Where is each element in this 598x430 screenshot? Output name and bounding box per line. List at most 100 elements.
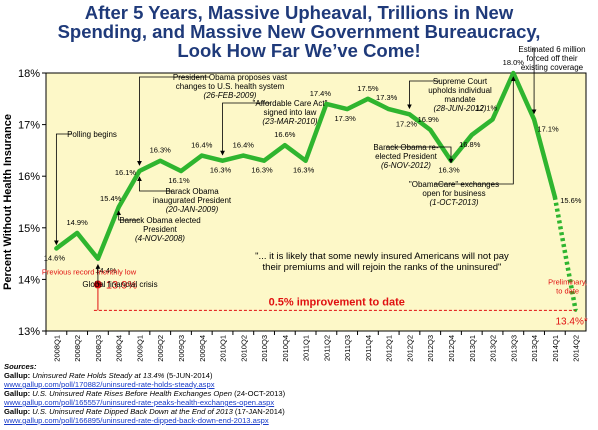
data-point xyxy=(137,169,141,173)
data-point xyxy=(491,117,495,121)
source-publisher: Gallup: xyxy=(4,407,31,416)
data-label: 16.1% xyxy=(115,168,137,177)
title-line-3: Look How Far We’ve Come! xyxy=(177,40,421,61)
source-publisher: Gallup: xyxy=(4,371,31,380)
x-tick-label: 2013Q4 xyxy=(530,335,539,362)
data-point xyxy=(54,246,58,250)
source-date: (17-JAN-2014) xyxy=(234,407,285,416)
annotation-arrow xyxy=(220,102,270,156)
data-label: 17.3% xyxy=(335,114,357,123)
annotation-text: (26-FEB-2009) xyxy=(204,91,257,100)
source-date: (5-JUN-2014) xyxy=(166,371,213,380)
improvement-label: 0.5% improvement to date xyxy=(269,296,405,308)
x-tick-label: 2013Q2 xyxy=(489,335,498,362)
data-label: 17.3% xyxy=(376,93,398,102)
data-label: 16.3% xyxy=(150,146,172,155)
data-point xyxy=(200,154,204,158)
data-label: 16.8% xyxy=(459,140,481,149)
x-tick-label: 2009Q1 xyxy=(135,335,144,362)
title-line-2: Spending, and Massive New Government Bur… xyxy=(57,21,541,42)
chart-title: After 5 Years, Massive Upheaval, Trillio… xyxy=(0,3,598,60)
data-label: 14.6% xyxy=(44,253,66,262)
annotation-text: "ObamaCare" exchanges xyxy=(409,180,499,189)
data-point xyxy=(262,159,266,163)
x-tick-label: 2009Q4 xyxy=(198,335,207,362)
data-point xyxy=(221,159,225,163)
data-point xyxy=(428,128,432,132)
sources-section: Sources: Gallup: Uninsured Rate Holds St… xyxy=(4,362,594,425)
source-link[interactable]: www.gallup.com/poll/165557/uninsured-rat… xyxy=(4,398,275,407)
reference-caption: Previous record monthly low xyxy=(42,268,137,277)
preliminary-line: to date xyxy=(556,286,579,295)
source-title: U.S. Uninsured Rate Dipped Back Down at … xyxy=(32,407,233,416)
y-axis-label: Percent Without Health Insurance xyxy=(2,114,14,290)
x-tick-label: 2014Q2 xyxy=(572,335,581,362)
data-label: 18.0% xyxy=(503,58,525,67)
annotation-text: Estimated 6 million xyxy=(518,45,585,54)
data-point xyxy=(574,308,578,312)
annotation-arrow xyxy=(531,48,537,115)
x-tick-label: 2012Q1 xyxy=(385,335,394,362)
data-label: 17.1% xyxy=(476,103,498,112)
data-point xyxy=(158,159,162,163)
data-label: 15.4% xyxy=(100,194,122,203)
preliminary-label: Preliminary, to date xyxy=(548,277,587,295)
x-tick-label: 2010Q2 xyxy=(239,335,248,362)
annotation-text: upholds individual xyxy=(428,86,492,95)
x-tick-label: 2010Q3 xyxy=(260,335,269,362)
x-tick-label: 2009Q3 xyxy=(177,335,186,362)
annotation-arrow xyxy=(53,133,72,246)
annotation-text: (4-NOV-2008) xyxy=(135,234,185,243)
x-tick-label: 2011Q1 xyxy=(302,335,311,361)
data-label: 17.2% xyxy=(396,119,418,128)
source-link[interactable]: www.gallup.com/poll/166895/uninsured-rat… xyxy=(4,416,269,425)
data-point xyxy=(179,169,183,173)
annotation-text: Barack Obama re- xyxy=(373,143,439,152)
annotation-text: (6-NOV-2012) xyxy=(381,161,431,170)
annotation-text: signed into law xyxy=(264,108,317,117)
source-item: Gallup: U.S. Uninsured Rate Dipped Back … xyxy=(4,407,594,416)
source-item: Gallup: Uninsured Rate Holds Steady at 1… xyxy=(4,371,594,380)
x-tick-label: 2010Q4 xyxy=(281,335,290,362)
data-point xyxy=(345,107,349,111)
data-label: 17.4% xyxy=(310,89,332,98)
source-link[interactable]: www.gallup.com/poll/170882/uninsured-rat… xyxy=(4,380,215,389)
annotation-text: (28-JUN-2012) xyxy=(434,104,487,113)
data-label: 16.4% xyxy=(233,141,255,150)
annotation-text: Supreme Court xyxy=(433,77,488,86)
x-tick-label: 2011Q2 xyxy=(322,335,331,361)
y-tick-label: 18% xyxy=(18,68,40,80)
annotation-text: Barack Obama elected xyxy=(119,216,200,225)
y-tick-label: 15% xyxy=(18,223,40,235)
annotation-text: changes to U.S. health system xyxy=(176,82,285,91)
source-publisher: Gallup: xyxy=(4,389,31,398)
title-line-1: After 5 Years, Massive Upheaval, Trillio… xyxy=(84,2,514,23)
x-tick-label: 2013Q1 xyxy=(468,335,477,362)
data-label: 14.4% xyxy=(95,266,117,275)
source-title: U.S. Uninsured Rate Rises Before Health … xyxy=(32,389,232,398)
data-point xyxy=(470,133,474,137)
annotation-arrow xyxy=(137,76,210,166)
y-tick-label: 17% xyxy=(18,120,40,132)
data-point xyxy=(75,231,79,235)
data-label: 16.3% xyxy=(293,166,315,175)
annotation-text: elected President xyxy=(375,152,438,161)
x-tick-label: 2010Q1 xyxy=(219,335,228,362)
annotation-text: mandate xyxy=(444,95,476,104)
quote-line: their premiums and will rejoin the ranks… xyxy=(263,262,502,273)
source-item: Gallup: U.S. Uninsured Rate Rises Before… xyxy=(4,389,594,398)
preliminary-line: Preliminary, xyxy=(548,277,587,286)
annotation-text: Barack Obama xyxy=(165,187,219,196)
annotation-text: Polling begins xyxy=(67,130,117,139)
annotation-arrow xyxy=(434,76,516,185)
data-label: 16.3% xyxy=(251,166,273,175)
data-point xyxy=(366,97,370,101)
y-tick-label: 14% xyxy=(18,274,40,286)
reference-label: 13.9% xyxy=(106,280,137,292)
data-label: 14.9% xyxy=(67,218,89,227)
data-label: 16.9% xyxy=(418,115,440,124)
x-tick-label: 2009Q2 xyxy=(156,335,165,362)
annotation-arrow xyxy=(116,210,140,221)
